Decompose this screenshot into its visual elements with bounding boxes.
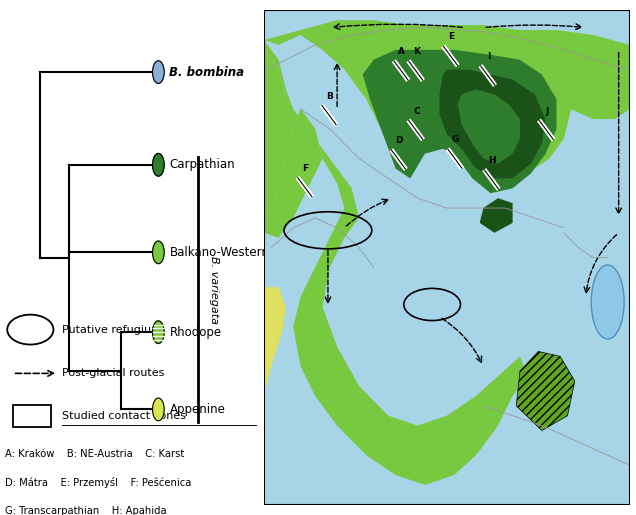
- Text: J: J: [545, 107, 549, 116]
- Text: Post-glacial routes: Post-glacial routes: [62, 368, 164, 379]
- Text: K: K: [413, 47, 420, 56]
- Text: D: D: [396, 136, 403, 145]
- Text: C: C: [413, 107, 420, 116]
- Polygon shape: [264, 20, 630, 149]
- Text: B: B: [326, 92, 333, 101]
- Polygon shape: [480, 198, 513, 233]
- Polygon shape: [264, 287, 286, 396]
- Polygon shape: [264, 40, 527, 485]
- Text: G: G: [452, 135, 459, 144]
- Text: B. variegata: B. variegata: [209, 256, 219, 324]
- Text: Studied contact zones: Studied contact zones: [62, 411, 186, 421]
- Bar: [13, 405, 51, 427]
- Polygon shape: [516, 351, 575, 431]
- Polygon shape: [264, 50, 293, 233]
- Text: Carpathian: Carpathian: [169, 158, 235, 171]
- Text: G: Transcarpathian    H: Apahida: G: Transcarpathian H: Apahida: [5, 506, 167, 515]
- Polygon shape: [439, 70, 546, 178]
- Circle shape: [153, 61, 164, 83]
- Text: Putative refugium: Putative refugium: [62, 324, 162, 335]
- Text: A: A: [398, 47, 405, 56]
- Text: I: I: [487, 53, 490, 61]
- Text: E: E: [448, 32, 454, 42]
- Circle shape: [153, 321, 164, 344]
- Text: F: F: [303, 164, 308, 173]
- Circle shape: [153, 153, 164, 176]
- Polygon shape: [363, 50, 556, 193]
- Polygon shape: [264, 109, 322, 238]
- Polygon shape: [359, 40, 571, 178]
- Polygon shape: [458, 90, 520, 164]
- Text: Balkano-Western: Balkano-Western: [169, 246, 269, 259]
- Text: Rhodope: Rhodope: [169, 325, 221, 339]
- Circle shape: [153, 398, 164, 421]
- Circle shape: [153, 241, 164, 264]
- Text: H: H: [488, 156, 496, 165]
- Text: Appenine: Appenine: [169, 403, 225, 416]
- Text: A: Kraków    B: NE-Austria    C: Karst: A: Kraków B: NE-Austria C: Karst: [5, 449, 184, 459]
- Ellipse shape: [591, 265, 624, 339]
- Text: D: Mátra    E: Przemyśl    F: Pešćenica: D: Mátra E: Przemyśl F: Pešćenica: [5, 477, 191, 488]
- Text: B. bombina: B. bombina: [169, 65, 244, 79]
